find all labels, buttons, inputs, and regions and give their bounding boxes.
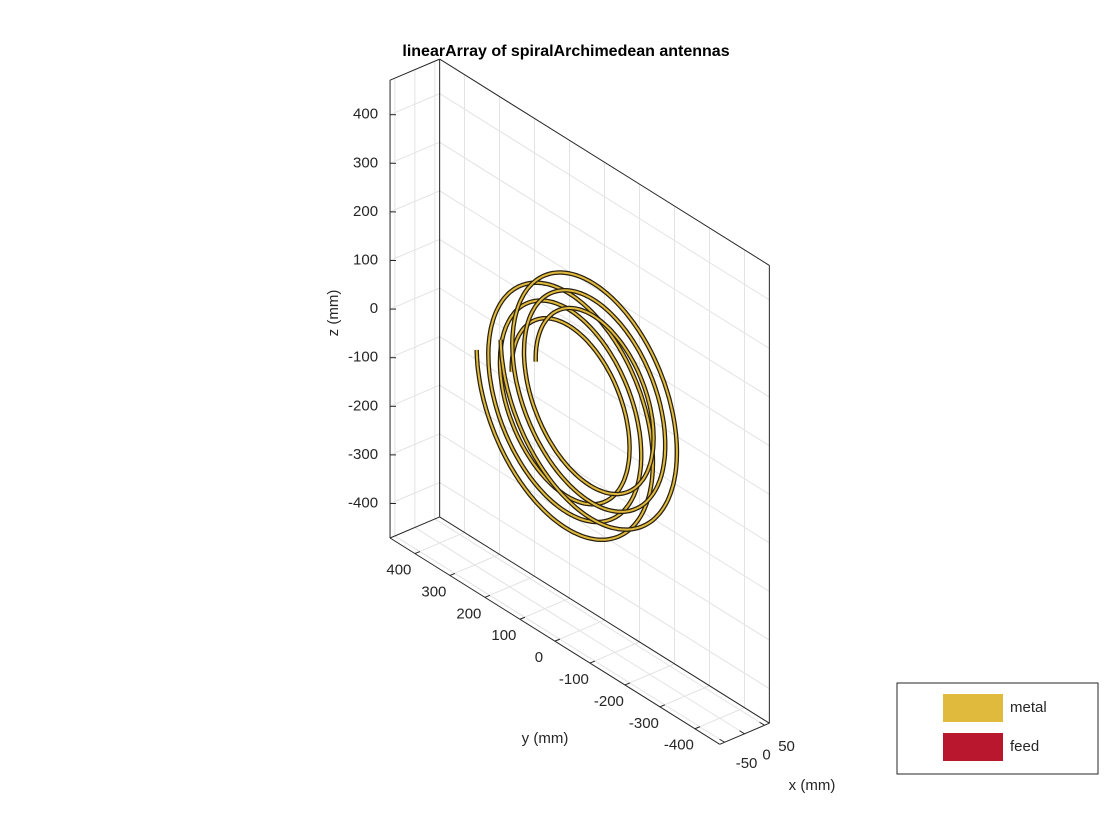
grid-line <box>439 141 770 349</box>
chart-title: linearArray of spiralArchimedean antenna… <box>402 43 729 60</box>
y-tick <box>589 660 596 664</box>
legend-swatch <box>943 733 1003 761</box>
y-tick-label: -400 <box>664 737 694 754</box>
y-axis-label: y (mm) <box>522 730 569 747</box>
grid-line <box>624 663 675 686</box>
grid-line <box>439 481 770 690</box>
y-tick <box>414 551 421 555</box>
z-tick-label: 0 <box>370 300 378 317</box>
grid-line <box>694 707 745 730</box>
grid-line <box>439 336 770 544</box>
y-tick <box>519 616 526 620</box>
axis-edge <box>389 58 440 81</box>
z-tick-label: 100 <box>353 251 378 268</box>
spiral-arm <box>499 271 678 531</box>
grid-line <box>519 597 570 620</box>
grid-line <box>389 238 440 261</box>
y-tick <box>624 682 631 686</box>
x-tick-label: 0 <box>762 747 770 764</box>
grid-line <box>439 433 770 641</box>
grid-line <box>389 481 440 504</box>
y-tick <box>449 572 456 576</box>
axis-edge <box>389 516 440 539</box>
z-tick-label: 300 <box>353 154 378 171</box>
z-tick-label: 400 <box>353 106 378 123</box>
legend-label: feed <box>1010 738 1039 755</box>
z-tick-label: -400 <box>348 494 378 511</box>
grid-line <box>389 336 440 359</box>
y-tick-label: -100 <box>559 671 589 688</box>
z-tick-label: 200 <box>353 203 378 220</box>
y-tick <box>659 704 666 708</box>
x-tick-label: 50 <box>778 738 795 755</box>
grid-line <box>389 93 440 116</box>
x-tick-label: -50 <box>736 755 758 772</box>
z-tick-label: -100 <box>348 349 378 366</box>
y-tick-label: 200 <box>456 605 481 622</box>
z-tick-label: -200 <box>348 397 378 414</box>
grid-line <box>439 384 770 592</box>
axis-edge <box>439 516 770 724</box>
legend-swatch <box>943 694 1003 722</box>
grid-line <box>389 433 440 456</box>
x-tick <box>739 730 745 735</box>
grid-line <box>389 190 440 213</box>
grid-line <box>414 532 465 555</box>
z-tick-label: -300 <box>348 446 378 463</box>
grid-line <box>439 93 770 301</box>
y-tick-label: -300 <box>629 715 659 732</box>
grid-line <box>554 619 605 642</box>
z-axis-label: z (mm) <box>325 290 342 337</box>
grid-line <box>659 685 710 708</box>
grid-line <box>449 553 500 576</box>
x-tick <box>719 738 725 743</box>
axis-edge <box>439 58 770 266</box>
grid-line <box>389 287 440 310</box>
y-tick-label: 100 <box>491 627 516 644</box>
x-axis-label: x (mm) <box>789 777 836 794</box>
y-tick <box>484 594 491 598</box>
y-tick-label: -200 <box>594 693 624 710</box>
x-tick <box>759 721 765 726</box>
legend-label: metal <box>1010 699 1047 716</box>
y-tick <box>554 638 561 642</box>
spiral-outline <box>474 280 656 543</box>
grid-line <box>484 575 535 598</box>
y-tick-label: 400 <box>386 562 411 579</box>
y-tick-label: 300 <box>421 583 446 600</box>
grid-line <box>389 141 440 164</box>
y-tick-label: 0 <box>535 649 543 666</box>
y-tick <box>694 726 701 730</box>
grid-line <box>389 384 440 407</box>
grid-line <box>589 641 640 664</box>
